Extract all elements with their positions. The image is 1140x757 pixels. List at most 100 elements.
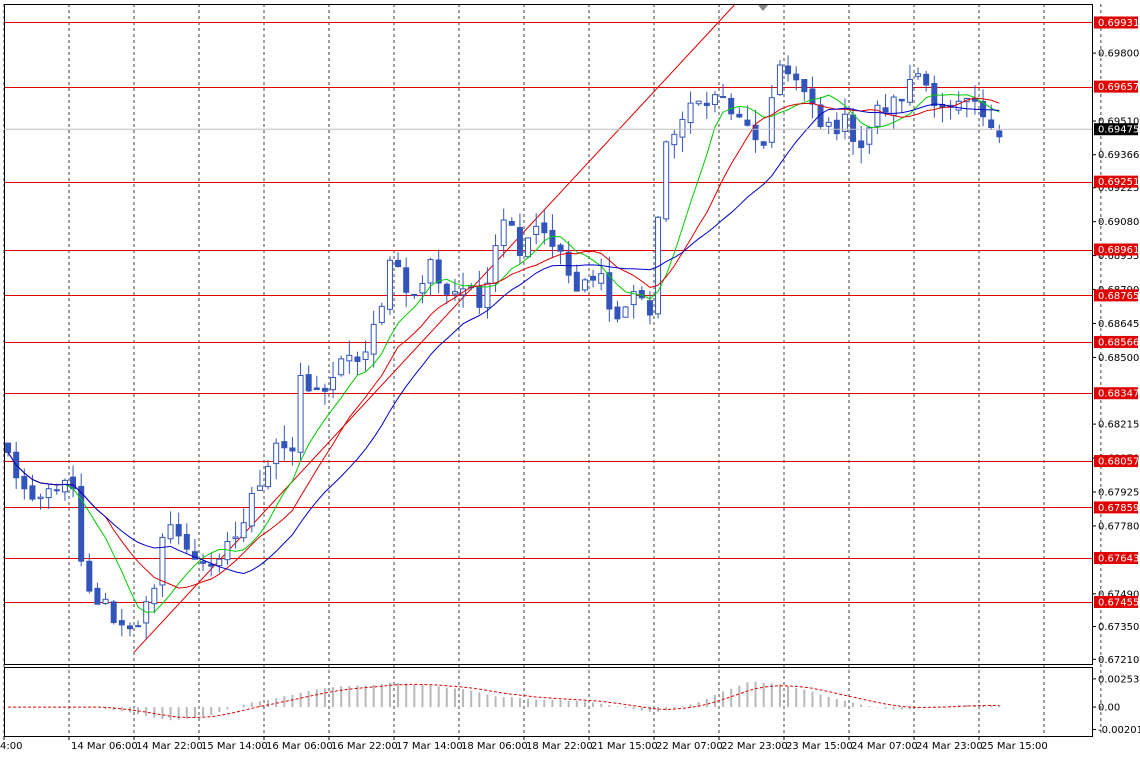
oscillator-pane-border (4, 667, 1093, 737)
candle-body (151, 587, 158, 605)
level-price-tag (1094, 595, 1138, 608)
candle-body (248, 492, 255, 527)
candle-body (809, 88, 816, 105)
candle-body (208, 563, 215, 567)
candle-body (167, 524, 174, 540)
price-tick-label: 0.68215 (1098, 420, 1139, 431)
candle-body (159, 536, 166, 586)
candle-body (565, 251, 572, 276)
candle-body (451, 291, 458, 295)
time-tick-label: 4:00 (0, 741, 22, 752)
level-price-label: 0.69251 (1098, 177, 1139, 188)
candle-body (663, 141, 670, 220)
candle-body (573, 271, 580, 292)
price-tick-label: 0.67490 (1098, 589, 1139, 600)
candle-body (646, 300, 653, 316)
candle-body (289, 447, 296, 452)
candle-body (321, 387, 328, 392)
candle-body (598, 273, 605, 284)
candle-body (606, 272, 613, 310)
candle-body (557, 244, 564, 252)
level-price-label: 0.68566 (1098, 337, 1139, 348)
time-tick-label: 21 Mar 15:00 (591, 741, 658, 752)
candle-body (768, 97, 775, 143)
candle-body (232, 536, 239, 539)
candle-body (200, 561, 207, 564)
price-tick-label: 0.69366 (1098, 150, 1139, 161)
candle-body (500, 219, 507, 247)
candle-body (386, 259, 393, 310)
price-tick-label: 0.68935 (1098, 251, 1139, 262)
candle-body (890, 96, 897, 116)
moving-average-line (7, 93, 1000, 613)
time-tick-label: 14 Mar 06:00 (71, 741, 138, 752)
candle-body (492, 245, 499, 284)
candle-body (858, 140, 865, 148)
level-price-tag (1094, 289, 1138, 302)
candle-body (581, 279, 588, 291)
time-tick-label: 17 Mar 14:00 (396, 741, 463, 752)
candle-body (508, 221, 515, 226)
candle-body (679, 118, 686, 138)
price-tick-label: 0.67350 (1098, 622, 1139, 633)
candle-body (866, 127, 873, 145)
level-price-label: 0.67643 (1098, 553, 1139, 564)
level-price-tag (1094, 455, 1138, 468)
grid (3, 4, 1102, 736)
trendline-segment (133, 3, 736, 653)
candle-body (476, 285, 483, 308)
time-tick-label: 18 Mar 22:00 (526, 741, 593, 752)
candle-body (801, 79, 808, 93)
candle-body (590, 275, 597, 281)
chart-frame (4, 4, 1093, 737)
level-price-label: 0.68961 (1098, 245, 1139, 256)
candle-body (191, 551, 198, 560)
candle-body (915, 73, 922, 77)
candle-body (988, 119, 995, 128)
price-tick-label: 0.67210 (1098, 655, 1139, 666)
price-tick-label: 0.67780 (1098, 521, 1139, 532)
candle-body (37, 496, 44, 500)
candle-body (996, 130, 1003, 138)
level-price-tag (1094, 387, 1138, 400)
candle-body (687, 102, 694, 124)
candle-body (711, 94, 718, 105)
moving-averages (7, 93, 1000, 613)
oscillator-signal-line (8, 683, 1000, 718)
candle-body (354, 356, 361, 362)
candle-body (427, 259, 434, 284)
moving-average-line (7, 103, 1000, 575)
time-tick-label: 16 Mar 06:00 (266, 741, 333, 752)
candle-body (923, 73, 930, 86)
candle-body (86, 560, 93, 592)
candle-body (281, 441, 288, 449)
current-price-label: 0.69475 (1098, 125, 1139, 136)
candle-body (630, 291, 637, 306)
price-tick-label: 0.69080 (1098, 217, 1139, 228)
candle-body (61, 479, 68, 493)
oscillator-tick-label: 0.00 (1098, 703, 1120, 714)
candle-body (525, 237, 532, 258)
candle-body (102, 598, 109, 604)
candle-body (265, 465, 272, 488)
candle-body (240, 522, 247, 539)
time-tick-label: 16 Mar 22:00 (331, 741, 398, 752)
candle-body (395, 259, 402, 268)
candle-body (720, 96, 727, 99)
candle-body (378, 305, 385, 323)
candle-body (256, 485, 263, 491)
candle-body (5, 442, 12, 453)
candle-body (175, 524, 182, 537)
candle-body (736, 113, 743, 118)
candle-body (850, 114, 857, 142)
candle-body (411, 293, 418, 296)
candle-body (541, 222, 548, 234)
candle-body (370, 323, 377, 355)
oscillator-tick-label: -0.002012 (1098, 725, 1140, 736)
main-pane-border (4, 4, 1093, 665)
candle-body (313, 387, 320, 391)
candle-body (825, 121, 832, 127)
price-tick-label: 0.68645 (1098, 319, 1139, 330)
